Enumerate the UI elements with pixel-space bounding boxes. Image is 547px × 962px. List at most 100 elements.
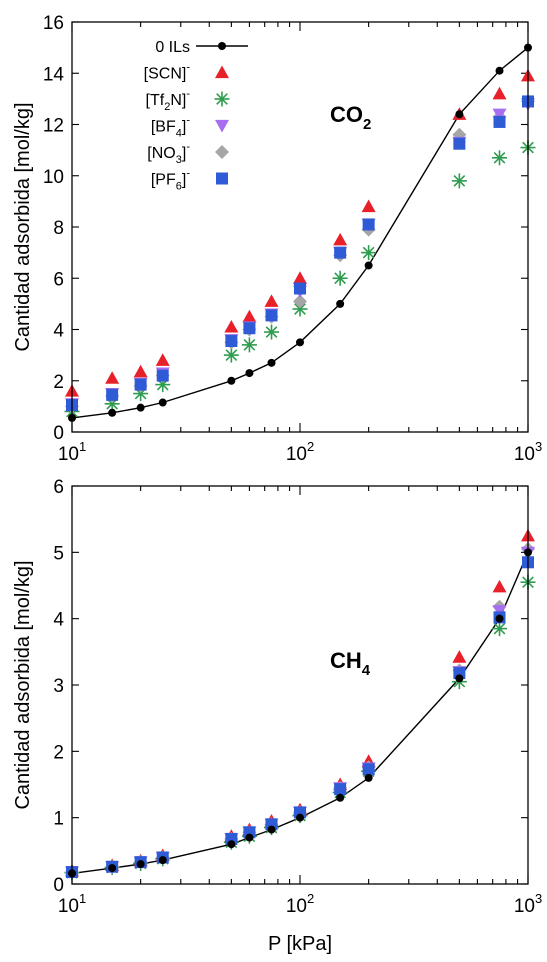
data-point-pf6: [265, 309, 278, 322]
data-point-il0: [245, 369, 254, 378]
x-tick-exponent: 3: [535, 439, 542, 454]
data-point-pf6: [134, 378, 147, 391]
x-tick-exponent: 1: [79, 439, 86, 454]
y-tick-label: 6: [53, 269, 64, 290]
data-point-scn: [492, 579, 507, 593]
x-tick-label: 101: [58, 891, 86, 917]
data-point-pf6: [225, 335, 238, 348]
gas-annotation: CH4: [330, 648, 371, 679]
legend: 0 ILs [SCN]- [Tf2N]-[BF4]-[NO3]-[PF6]-: [144, 39, 248, 193]
legend-marker-pf6: [216, 172, 228, 185]
data-point-scn: [492, 86, 507, 100]
data-point-il0: [136, 860, 145, 869]
data-point-pf6: [453, 137, 466, 150]
y-tick-label: 0: [53, 875, 64, 896]
series-il0: [68, 43, 532, 422]
data-point-tf2n: [361, 245, 377, 261]
y-tick-label: 12: [43, 116, 64, 137]
series-tf2n: [64, 574, 536, 881]
x-tick-exponent: 1: [79, 891, 86, 906]
x-tick-label: 103: [514, 891, 542, 917]
asterisk-stroke: [225, 349, 238, 361]
data-point-pf6: [493, 115, 506, 128]
asterisk-stroke: [243, 339, 256, 351]
data-point-scn: [105, 371, 120, 384]
data-point-scn: [242, 309, 257, 323]
data-point-pf6: [334, 246, 347, 259]
data-point-tf2n: [492, 150, 508, 166]
y-axis-label: Cantidad adsorbida [mol/kg]: [12, 102, 34, 351]
legend-marker-il0: [218, 42, 226, 50]
data-point-il0: [267, 825, 276, 834]
y-tick-label: 0: [53, 423, 64, 444]
data-point-scn: [452, 650, 467, 663]
data-point-pf6: [362, 763, 375, 776]
data-point-il0: [455, 110, 464, 119]
data-point-il0: [336, 299, 345, 308]
y-tick-label: 3: [53, 676, 64, 697]
legend-label-tf2n: [Tf2N]-: [146, 88, 191, 113]
series-pf6: [66, 556, 534, 879]
asterisk-stroke: [453, 175, 466, 187]
y-tick-label: 5: [53, 543, 64, 564]
series-bf4: [65, 546, 535, 880]
gas-annotation-base: CH: [330, 648, 362, 673]
x-tick-base: 10: [286, 444, 307, 465]
data-point-scn: [264, 294, 279, 307]
series-scn: [65, 68, 535, 397]
data-point-il0: [495, 614, 504, 623]
gas-annotation: CO2: [330, 102, 371, 133]
data-point-tf2n: [223, 347, 239, 363]
data-point-il0: [364, 773, 373, 782]
legend-label-scn: [SCN]-: [144, 62, 191, 83]
data-point-il0: [336, 793, 345, 802]
x-tick-exponent: 3: [535, 891, 542, 906]
x-tick-base: 10: [286, 896, 307, 917]
asterisk-stroke: [334, 272, 347, 285]
x-axis-label: P [kPa]: [268, 933, 332, 955]
data-point-pf6: [156, 369, 169, 382]
plot-frame: [71, 21, 529, 433]
asterisk-stroke: [362, 246, 375, 259]
data-point-pf6: [243, 322, 256, 335]
data-point-il0: [136, 403, 145, 412]
asterisk-stroke: [294, 303, 306, 315]
data-point-il0: [245, 833, 254, 842]
x-tick-base: 10: [58, 896, 79, 917]
asterisk-stroke: [493, 151, 506, 164]
data-point-no3: [293, 294, 307, 309]
data-point-il0: [296, 338, 304, 347]
data-point-il0: [455, 674, 464, 683]
asterisk-stroke: [265, 326, 278, 338]
x-tick-label: 101: [58, 439, 86, 465]
x-tick-label: 102: [286, 439, 314, 465]
x-tick-exponent: 2: [307, 439, 314, 454]
data-point-il0: [364, 261, 373, 270]
legend-label-no3: [NO3]-: [147, 141, 190, 166]
gas-annotation-subscript: 4: [362, 662, 371, 679]
series-il0: [68, 548, 532, 878]
y-tick-label: 4: [53, 610, 64, 631]
y-tick-label: 4: [53, 321, 64, 342]
x-tick-base: 10: [58, 444, 79, 465]
y-tick-label: 10: [43, 167, 64, 188]
legend-marker-tf2n: [214, 91, 230, 107]
y-tick-label: 8: [53, 218, 64, 239]
x-tick-label: 103: [514, 439, 542, 465]
data-point-il0: [108, 408, 117, 417]
x-tick-label: 102: [286, 891, 314, 917]
legend-label-il0: 0 ILs: [155, 39, 190, 56]
legend-marker-bf4: [215, 119, 229, 133]
y-tick-label: 2: [53, 372, 64, 393]
asterisk-stroke: [216, 93, 228, 105]
data-point-il0: [108, 864, 117, 873]
data-point-scn: [133, 364, 148, 378]
y-tick-label: 16: [43, 13, 64, 34]
data-point-bf4: [492, 108, 507, 122]
series-scn: [65, 528, 535, 877]
data-point-pf6: [334, 783, 347, 796]
legend-label-bf4: [BF4]-: [151, 115, 190, 140]
data-point-il0: [158, 856, 167, 865]
data-point-scn: [155, 353, 170, 366]
